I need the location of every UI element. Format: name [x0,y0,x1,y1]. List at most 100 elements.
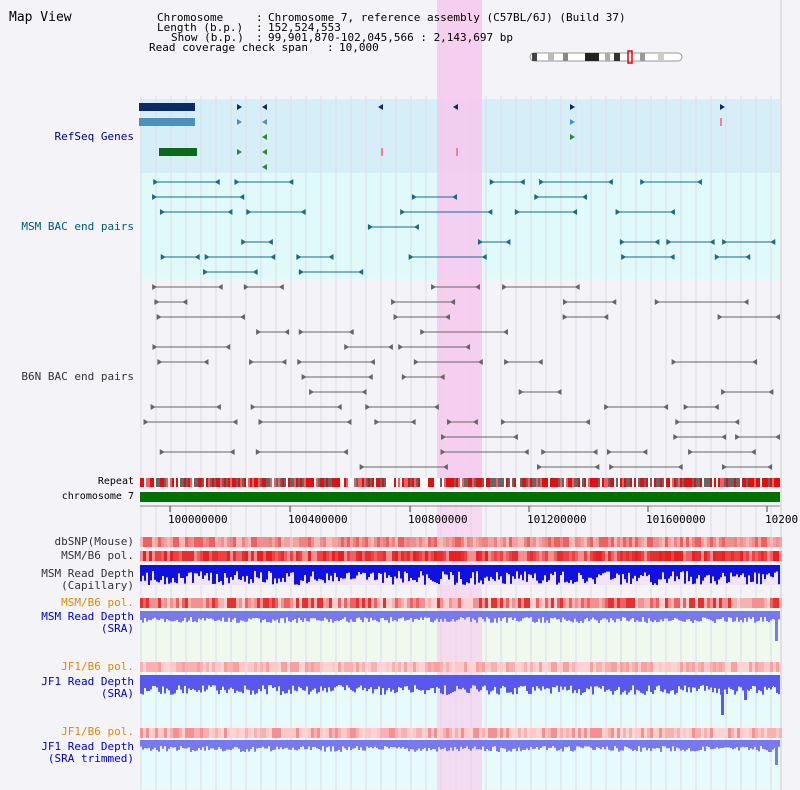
dbsnp-heat [449,537,452,547]
gene-arrow [153,179,159,185]
dbsnp-heat [563,537,566,547]
repeat-segment [574,478,576,487]
jf1-sra-depth-bar [390,675,392,692]
jf1-pol-heat [479,728,482,738]
track-label-msm-depth-cap[interactable]: MSM Read Depth [41,567,134,580]
gene-arrow [537,359,543,365]
jf1-trim-depth-bar [744,740,746,748]
jf1-pol-heat [314,662,317,672]
msm-sra-depth-bar [434,611,436,621]
msm-depth-bar [774,565,776,573]
jf1-pol-heat [443,662,446,672]
track-label-jf1-b6-pol-2[interactable]: JF1/B6 pol. [61,725,134,738]
repeat-segment [392,478,394,487]
jf1-trim-depth-bar [556,740,558,751]
repeat-segment [200,478,202,487]
track-label-dbsnp[interactable]: dbSNP(Mouse) [54,535,134,548]
track-label-b6n-bac[interactable]: B6N BAC end pairs [21,370,134,383]
msm-depth-bar [656,565,658,585]
msm-sra-depth-bar [324,611,326,618]
repeat-segment [516,478,518,487]
msm-sra-depth-bar [178,611,180,623]
jf1-pol-heat [497,662,500,672]
track-label-jf1-depth-sra[interactable]: JF1 Read Depth [41,675,134,688]
msm-pol-heat [188,598,191,608]
repeat-segment [336,478,338,487]
msm-pol-heat [209,598,212,608]
chromosome-value: Chromosome 7, reference assembly (C57BL/… [268,11,626,24]
jf1-sra-depth-bar [460,675,462,690]
msm-pol-heat [251,551,254,561]
msm-sra-depth-bar [208,611,210,619]
jf1-pol-heat [677,728,680,738]
jf1-pol-heat [503,728,506,738]
gene-arrow [570,104,575,110]
jf1-trim-depth-bar [340,740,342,752]
msm-depth-bar [618,565,620,575]
msm-sra-depth-bar [364,611,366,618]
msm-sra-depth-bar [174,611,176,621]
jf1-pol-heat [446,662,449,672]
msm-pol-heat [362,551,365,561]
msm-depth-bar [496,565,498,573]
jf1-pol-heat [320,662,323,672]
jf1-sra-depth-bar [140,675,142,694]
jf1-pol-heat [551,728,554,738]
track-label-jf1-b6-pol[interactable]: JF1/B6 pol. [61,660,134,673]
jf1-sra-depth-bar [184,675,186,686]
gene-arrow [642,449,648,455]
track-label-msm-b6-pol[interactable]: MSM/B6 pol. [61,549,134,562]
msm-pol-heat [242,598,245,608]
jf1-trim-depth-bar [640,740,642,752]
dbsnp-heat [707,537,710,547]
jf1-pol-heat [716,662,719,672]
jf1-sra-depth-bar [278,675,280,687]
msm-pol-heat [419,551,422,561]
jf1-sra-depth-bar [492,675,494,691]
dbsnp-heat [728,537,731,547]
dbsnp-heat [584,537,587,547]
repeat-segment [578,478,580,487]
jf1-sra-depth-bar [206,675,208,690]
msm-depth-bar [460,565,462,580]
jf1-trim-depth-bar [300,740,302,747]
jf1-pol-heat [413,728,416,738]
track-label-msm-b6-pol-2[interactable]: MSM/B6 pol. [61,596,134,609]
msm-depth-bar [282,565,284,578]
msm-sra-depth-bar [406,611,408,621]
msm-sra-depth-bar [558,611,560,620]
jf1-trim-depth-bar [392,740,394,748]
repeat-segment [374,478,376,487]
repeat-segment [582,478,584,487]
jf1-sra-depth-bar [494,675,496,687]
msm-pol-heat [680,551,683,561]
gene-arrow [433,404,439,410]
jf1-pol-heat [611,662,614,672]
msm-pol-heat [170,598,173,608]
repeat-segment [552,478,554,487]
msm-pol-heat [221,551,224,561]
gene-arrow [563,299,569,305]
track-label-refseq[interactable]: RefSeq Genes [54,130,134,143]
track-label-msm-depth-sra[interactable]: MSM Read Depth [41,610,134,623]
msm-depth-bar [522,565,524,581]
jf1-pol-heat [485,728,488,738]
dbsnp-heat [599,537,602,547]
dbsnp-heat [602,537,605,547]
msm-pol-heat [314,551,317,561]
track-label-chromosome[interactable]: chromosome 7 [61,491,134,502]
jf1-pol-heat [677,662,680,672]
jf1-pol-heat [593,662,596,672]
msm-sra-depth-bar [404,611,406,621]
msm-pol-heat [143,598,146,608]
msm-depth-bar [158,565,160,583]
msm-pol-heat [725,551,728,561]
track-label-jf1-depth-trim[interactable]: JF1 Read Depth [41,740,134,753]
track-label-msm-bac[interactable]: MSM BAC end pairs [21,220,134,233]
dbsnp-heat [653,537,656,547]
jf1-pol-heat [152,662,155,672]
msm-depth-bar [608,565,610,572]
msm-depth-bar [184,565,186,584]
track-label-repeat[interactable]: Repeat [97,476,134,487]
